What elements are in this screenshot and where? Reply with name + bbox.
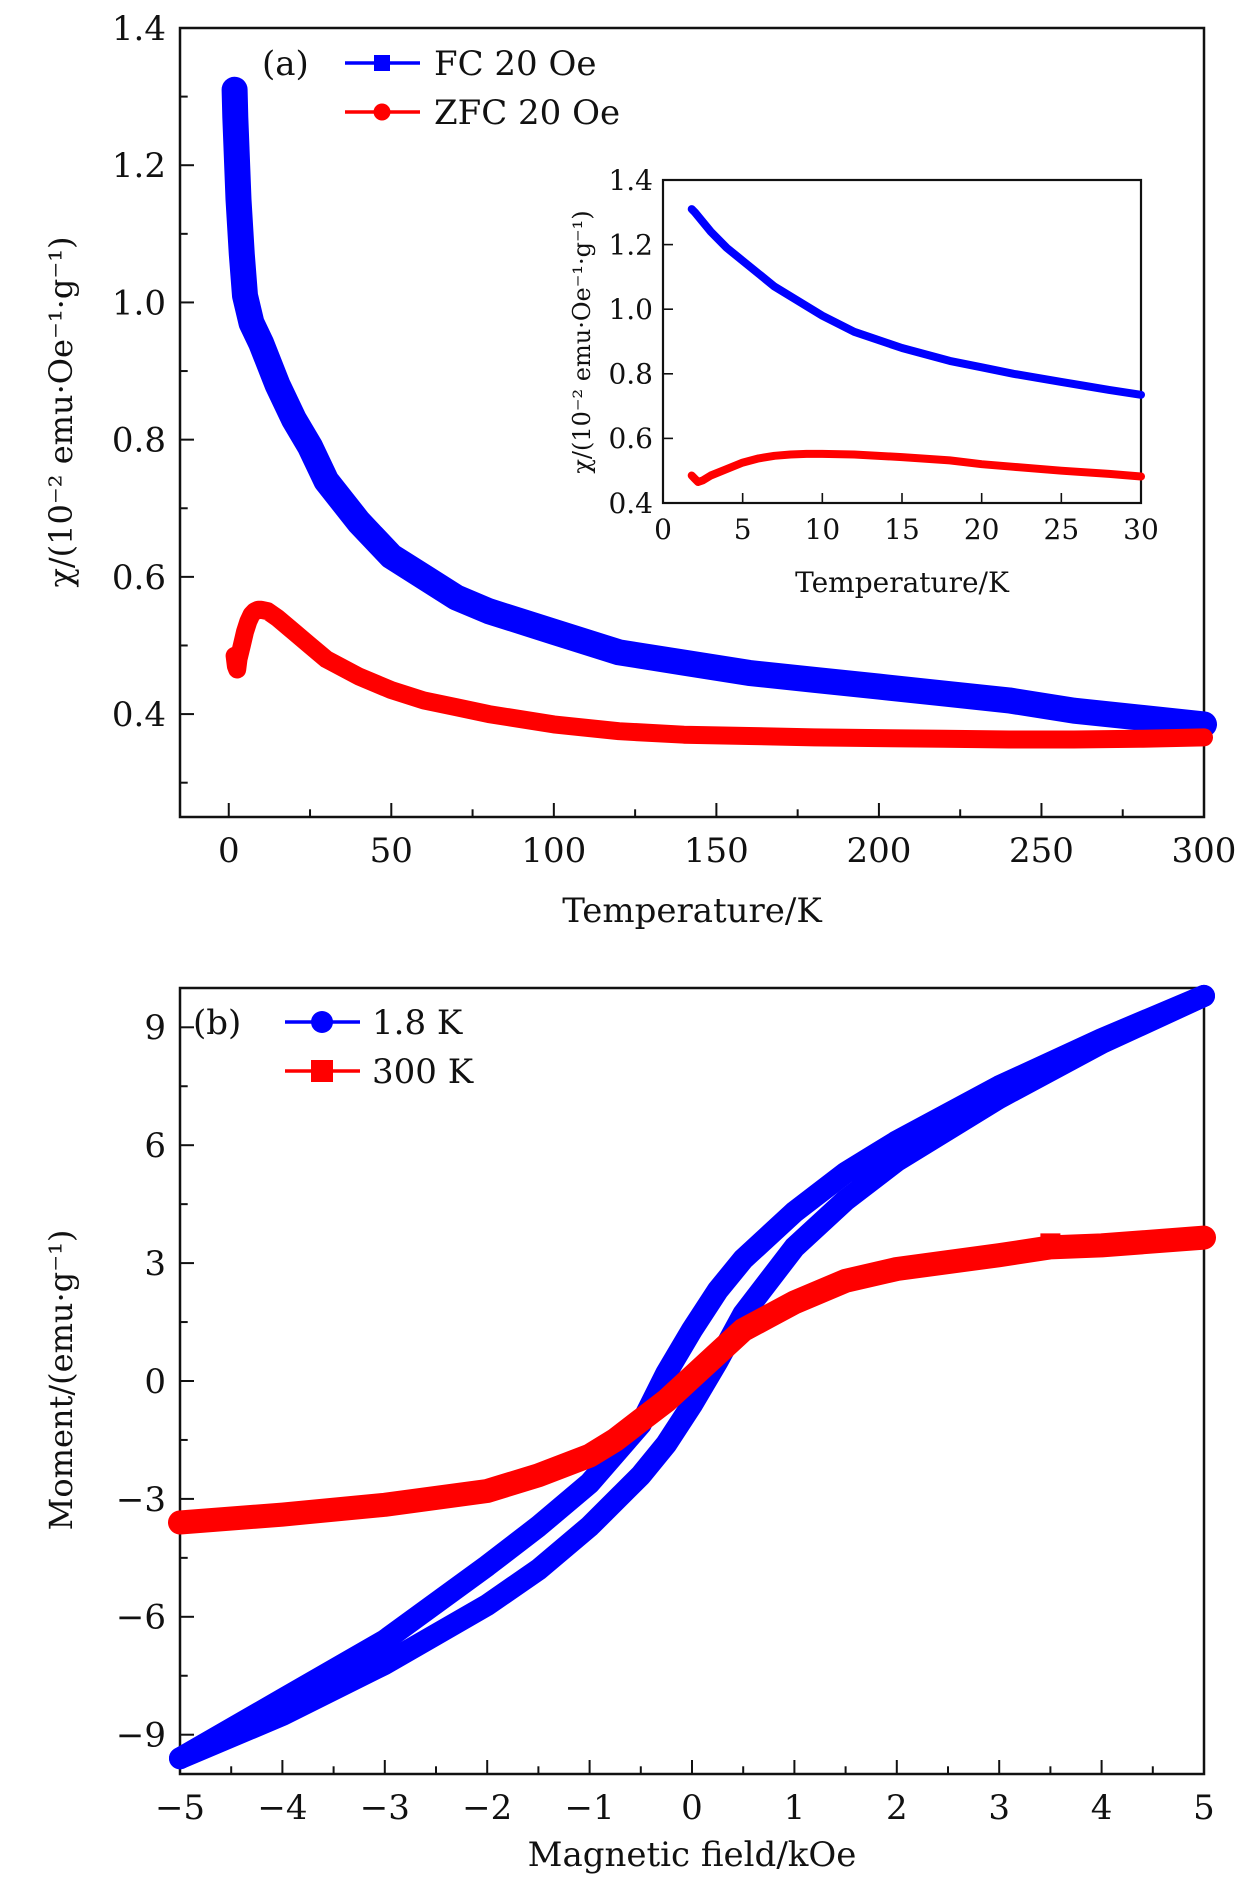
legend-item-zfc: ZFC 20 Oe: [345, 93, 620, 133]
x-tick-label: −5: [155, 1788, 205, 1828]
y-tick-label: −3: [116, 1480, 166, 1520]
x-tick-label: −3: [360, 1788, 410, 1828]
x-tick-label: 15: [884, 513, 920, 546]
legend-label-zfc: ZFC 20 Oe: [434, 93, 620, 133]
chart-panel-b: −5 −4 −3 −2 −1 0 1 2 3 4 5 −9 −6 −3 0 3 6 9 (b) 1.8 K 30…: [42, 984, 1216, 1875]
legend-item-1-8k: 1.8 K: [285, 1003, 463, 1043]
inset-series-line-fc-20-oe: [687, 205, 1145, 399]
y-tick-label: 1.2: [112, 146, 166, 186]
legend-marker-fc: [374, 55, 390, 71]
x-tick-label: 10: [805, 513, 841, 546]
x-tick-label: −1: [565, 1788, 615, 1828]
inset-plot-frame: [661, 178, 1143, 505]
y-axis-title-b: Moment/(emu·g⁻¹): [42, 1230, 80, 1531]
x-tick-label: 4: [1091, 1788, 1113, 1828]
x-tick-label: 5: [734, 513, 752, 546]
y-tick-label: 1.0: [608, 293, 653, 326]
y-tick-label: 0.6: [112, 558, 166, 598]
legend-label-1-8k: 1.8 K: [372, 1003, 463, 1043]
x-tick-label: 3: [988, 1788, 1010, 1828]
y-tick-label: 6: [144, 1126, 166, 1166]
x-tick-label: 250: [1009, 831, 1074, 871]
x-tick-label: 200: [846, 831, 911, 871]
y-tick-label: −6: [116, 1598, 166, 1638]
x-tick-label: 30: [1123, 513, 1159, 546]
legend-b: 1.8 K 300 K: [285, 1003, 474, 1092]
x-tick-label: 0: [218, 831, 240, 871]
inset-x-axis-title: Temperature/K: [795, 566, 1010, 599]
legend-label-300k: 300 K: [372, 1052, 474, 1092]
series-group-a: [221, 76, 1217, 749]
x-tick-label: −4: [257, 1788, 307, 1828]
x-axis-title-b: Magnetic field/kOe: [528, 1835, 857, 1875]
x-tick-label: −2: [462, 1788, 512, 1828]
series-group-b: [168, 984, 1216, 1770]
y-axis-title-a: χ/(10⁻² emu·Oe⁻¹·g⁻¹): [42, 236, 80, 587]
x-tick-label: 300: [1172, 831, 1237, 871]
inset-chart: 0 5 10 15 20 25 30 0.4 0.6 0.8 1.0 1.2 1.4 Temperat…: [568, 164, 1159, 599]
legend-marker-1-8k: [311, 1011, 333, 1033]
y-tick-label: 1.0: [112, 283, 166, 323]
x-tick-label: 5: [1193, 1788, 1215, 1828]
series-line-fc-20-oe: [221, 76, 1217, 738]
y-tick-label: 1.4: [112, 9, 166, 49]
panel-label-a: (a): [262, 44, 309, 84]
inset-series-line-zfc-20-oe: [687, 449, 1145, 486]
series-line-zfc-20-oe: [225, 600, 1213, 749]
x-ticks-b: −5 −4 −3 −2 −1 0 1 2 3 4 5: [155, 1760, 1215, 1828]
series-line-1-8k-descending: [169, 984, 1215, 1770]
x-ticks-a: 0 50 100 150 200 250 300: [218, 803, 1237, 871]
x-tick-label: 0: [681, 1788, 703, 1828]
chart-panel-a: 0 50 100 150 200 250 300 0.40.60.81.01.21.4 (a…: [42, 9, 1236, 931]
panel-label-b: (b): [193, 1003, 241, 1043]
x-tick-label: 25: [1044, 513, 1080, 546]
plot-frame-a: [178, 26, 1206, 819]
inset-y-axis-title: χ/(10⁻² emu·Oe⁻¹·g⁻¹): [568, 210, 596, 473]
x-tick-label: 50: [370, 831, 413, 871]
y-ticks-a: 0.4 0.6 0.8 1.0 1.2 1.4: [112, 9, 194, 784]
series-line-1-8k-ascending: [169, 984, 1215, 1770]
y-tick-label: 1.4: [608, 164, 653, 197]
x-tick-label: 150: [684, 831, 749, 871]
legend-item-fc: FC 20 Oe: [345, 44, 596, 84]
inset-x-ticks: 0 5 10 15 20 25 30: [654, 493, 1159, 546]
x-tick-label: 20: [964, 513, 1000, 546]
y-tick-label: 0.4: [608, 487, 653, 520]
y-tick-label: 0.8: [608, 358, 653, 391]
y-tick-label: 0.4: [112, 695, 166, 735]
legend-marker-300k: [311, 1060, 333, 1082]
x-tick-label: 1: [784, 1788, 806, 1828]
series-line-300k: [168, 1225, 1216, 1535]
x-axis-title-a: Temperature/K: [562, 891, 822, 931]
x-tick-label: 100: [521, 831, 586, 871]
series-marker-300k: [1040, 1233, 1061, 1254]
y-tick-label: 0: [144, 1362, 166, 1402]
x-tick-label: 0: [654, 513, 672, 546]
x-tick-label: 2: [886, 1788, 908, 1828]
y-ticks-b: −9 −6 −3 0 3 6 9: [116, 1008, 194, 1756]
y-tick-label: 1.2: [608, 228, 653, 261]
y-tick-label: 0.6: [608, 422, 653, 455]
y-tick-label: 0.8: [112, 421, 166, 461]
legend-marker-zfc: [373, 103, 391, 121]
inset-series-group: [687, 205, 1145, 486]
legend-label-fc: FC 20 Oe: [434, 44, 596, 84]
y-tick-label: −9: [116, 1716, 166, 1756]
legend-a: FC 20 Oe ZFC 20 Oe: [345, 44, 620, 133]
inset-y-ticks: 0.4 0.6 0.8 1.0 1.2 1.4: [608, 164, 673, 520]
y-tick-label: 3: [144, 1244, 166, 1284]
legend-item-300k: 300 K: [285, 1052, 474, 1092]
y-tick-label: 9: [144, 1008, 166, 1048]
